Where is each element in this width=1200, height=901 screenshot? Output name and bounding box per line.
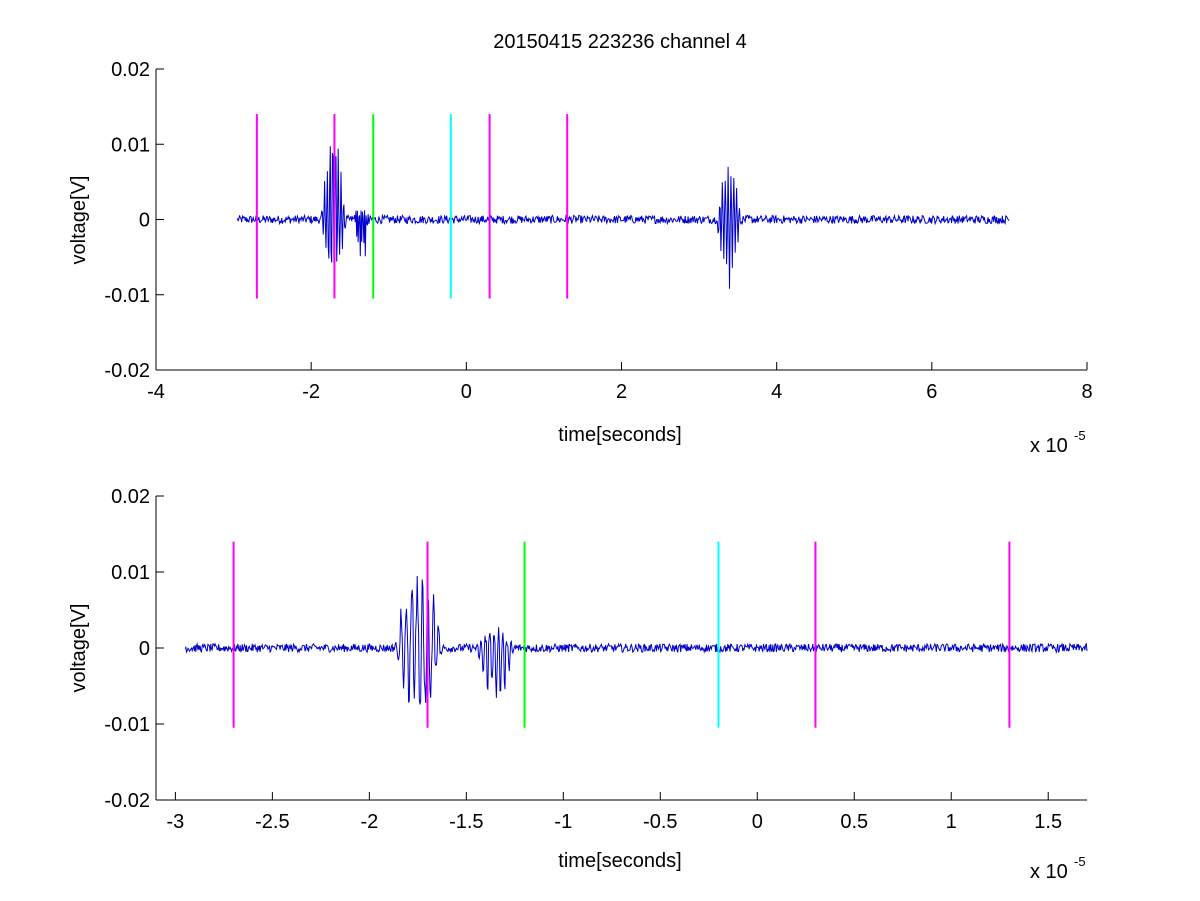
top-plot-x-exponent: x 10 -5 bbox=[1030, 428, 1086, 457]
bottom-plot-x-tick-label: -2.5 bbox=[255, 811, 289, 833]
bottom-plot-y-axis-label: voltage[V] bbox=[68, 604, 90, 693]
bottom-plot-x-axis-label: time[seconds] bbox=[558, 850, 681, 872]
bottom-plot-x-tick-label: -2 bbox=[360, 811, 378, 833]
bottom-plot-x-tick-label: 0.5 bbox=[840, 811, 868, 833]
bottom-plot-y-tick-label: -0.02 bbox=[104, 790, 150, 812]
bottom-plot-signal-line bbox=[184, 575, 1088, 705]
bottom-plot-x-tick-label: -0.5 bbox=[643, 811, 677, 833]
bottom-plot-x-exponent-power: -5 bbox=[1074, 854, 1086, 869]
bottom-plot-x-tick-label: -1 bbox=[554, 811, 572, 833]
top-plot-y-tick-label: 0.02 bbox=[111, 59, 150, 81]
bottom-plot-x-tick-label: -3 bbox=[166, 811, 184, 833]
top-plot-signal bbox=[237, 146, 1010, 289]
top-plot: 20150415 223236 channel 4 -4 -2 0 2 4 6 8 -0.02… bbox=[68, 31, 1093, 457]
top-plot-signal-line bbox=[237, 146, 1010, 289]
chart-title: 20150415 223236 channel 4 bbox=[493, 31, 747, 53]
top-plot-x-tick-label: -2 bbox=[302, 381, 320, 403]
bottom-plot-x-tick-label: 1 bbox=[946, 811, 957, 833]
bottom-plot-x-tick-label: 0 bbox=[752, 811, 763, 833]
top-plot-x-tick-label: 2 bbox=[616, 381, 627, 403]
bottom-plot-y-tick-label: 0.01 bbox=[111, 562, 150, 584]
bottom-plot: -3 -2.5 -2 -1.5 -1 -0.5 0 0.5 1 1.5 -0.02 -0.01 0 0.0… bbox=[68, 486, 1088, 883]
bottom-plot-x-tick-label: 1.5 bbox=[1034, 811, 1062, 833]
top-plot-x-tick-label: 6 bbox=[926, 381, 937, 403]
top-plot-x-axis-label: time[seconds] bbox=[558, 424, 681, 446]
top-plot-y-tick-label: 0 bbox=[139, 210, 150, 232]
bottom-plot-markers bbox=[232, 541, 1011, 728]
top-plot-x-exponent-base: x 10 bbox=[1030, 435, 1068, 457]
top-plot-x-tick-label: 0 bbox=[461, 381, 472, 403]
bottom-plot-y-tick-label: 0.02 bbox=[111, 486, 150, 508]
top-plot-y-axis-label: voltage[V] bbox=[68, 176, 90, 265]
bottom-plot-y-tick-label: 0 bbox=[139, 638, 150, 660]
top-plot-x-exponent-power: -5 bbox=[1074, 428, 1086, 443]
top-plot-x-tick-label: -4 bbox=[147, 381, 165, 403]
bottom-plot-ticks: -3 -2.5 -2 -1.5 -1 -0.5 0 0.5 1 1.5 -0.02 -0.01 0 0.0… bbox=[104, 486, 1062, 833]
top-plot-y-tick-label: -0.01 bbox=[104, 285, 150, 307]
top-plot-y-tick-label: 0.01 bbox=[111, 134, 150, 156]
bottom-plot-signal bbox=[184, 575, 1088, 705]
bottom-plot-y-tick-label: -0.01 bbox=[104, 714, 150, 736]
top-plot-x-tick-label: 4 bbox=[771, 381, 782, 403]
top-plot-x-tick-label: 8 bbox=[1081, 381, 1092, 403]
top-plot-y-tick-label: -0.02 bbox=[104, 360, 150, 382]
bottom-plot-x-exponent-base: x 10 bbox=[1030, 861, 1068, 883]
bottom-plot-x-tick-label: -1.5 bbox=[449, 811, 483, 833]
bottom-plot-x-exponent: x 10 -5 bbox=[1030, 854, 1086, 883]
top-plot-markers bbox=[255, 114, 569, 299]
top-plot-ticks: -4 -2 0 2 4 6 8 -0.02 -0.01 0 0.01 0.02 bbox=[104, 59, 1092, 403]
